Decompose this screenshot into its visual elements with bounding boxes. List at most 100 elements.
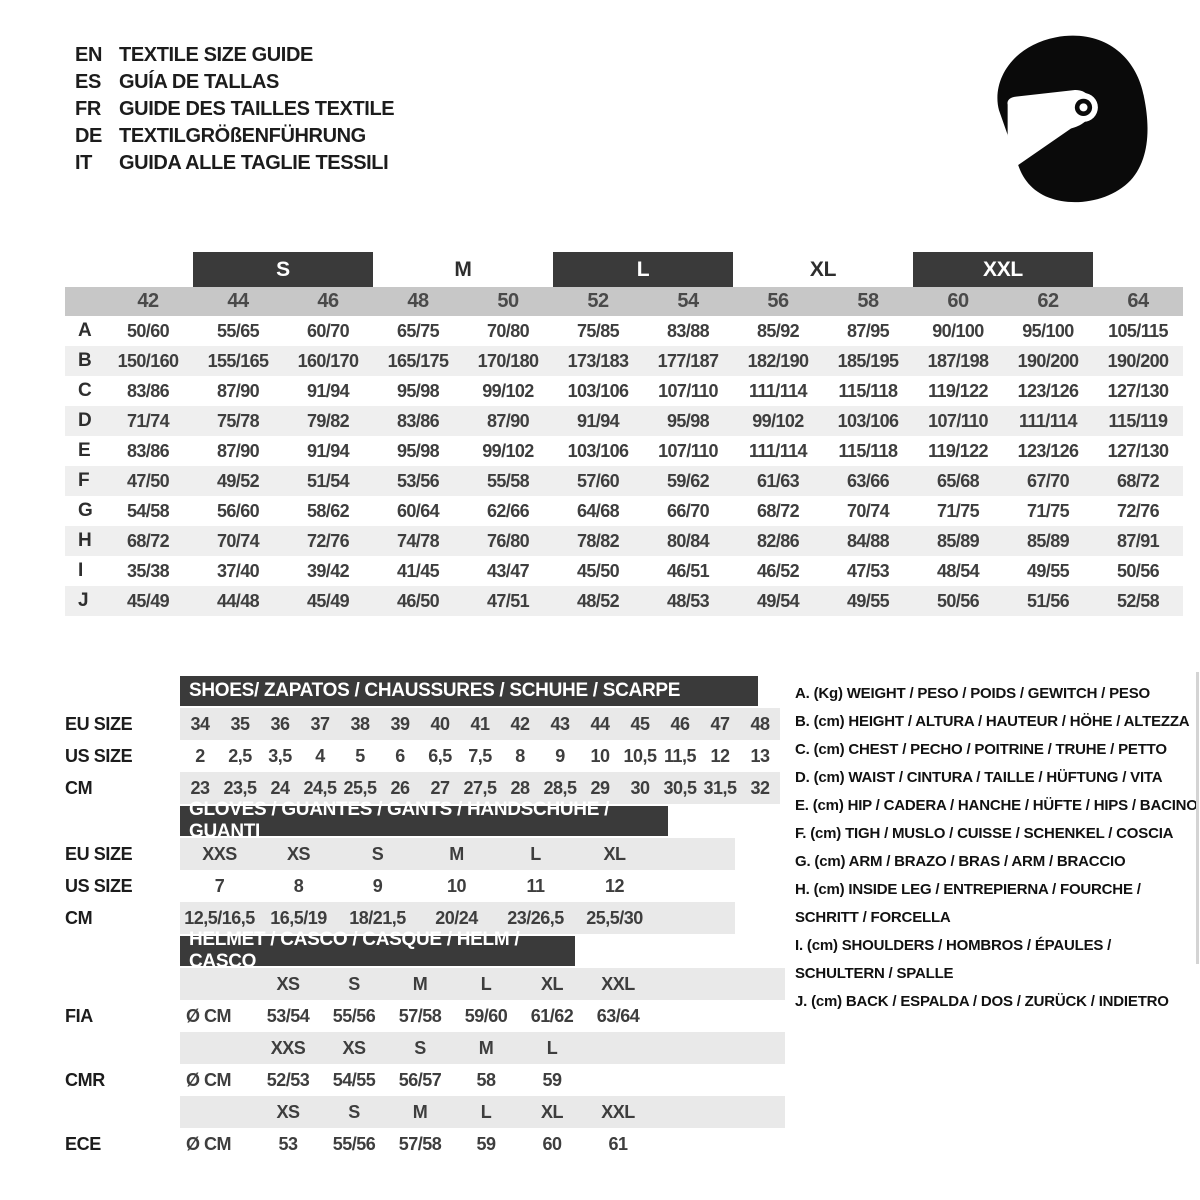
gloves-row-label: CM [65, 907, 93, 928]
size-value-cell: 49/55 [846, 590, 890, 611]
helmet-value-cell: 57/58 [398, 1133, 442, 1154]
gloves-row: US SIZE 7 8 9 10 11 12 [65, 870, 735, 902]
helmet-value-cell: 54/55 [332, 1069, 376, 1090]
gloves-table: GLOVES / GUANTES / GANTS / HANDSCHUHE / … [65, 799, 735, 934]
size-number-cell: 46 [317, 290, 339, 312]
legend-item: H. (cm) INSIDE LEG / ENTREPIERNA / FOURC… [795, 881, 1141, 926]
size-value-cell: 170/180 [477, 350, 539, 371]
helmet-value-cells: Ø CM 53 55/56 57/58 59 60 61 [180, 1128, 785, 1160]
helmet-value-cell: 58 [476, 1069, 496, 1090]
size-value-cell: 60/64 [396, 500, 440, 521]
size-value-cell: 85/89 [1026, 530, 1070, 551]
language-row: IT GUIDA ALLE TAGLIE TESSILI [75, 150, 394, 177]
helmet-value-cell: 59 [542, 1069, 562, 1090]
helmet-size-cells: XXS XS S M L [180, 1032, 785, 1064]
shoes-value-cell: 36 [270, 713, 290, 734]
size-value-cell: 182/190 [747, 350, 809, 371]
size-value-cell: 99/102 [482, 380, 534, 401]
shoes-value-cell: 12 [710, 745, 730, 766]
language-title: GUÍA DE TALLAS [119, 71, 279, 93]
helmet-size-cell: XS [276, 1101, 300, 1122]
shoes-value-cell: 9 [555, 745, 565, 766]
measurement-row-j: J 45/49 44/48 45/49 46/50 47/51 48/52 48/53 49/5… [65, 586, 1183, 616]
gloves-rows: EU SIZE XXS XS S M L XL US SIZE 7 8 9 10 11 12 CM 12,5/… [65, 838, 735, 934]
size-value-cell: 107/110 [658, 380, 718, 401]
gloves-row-label: US SIZE [65, 875, 133, 896]
shoes-row-label: US SIZE [65, 745, 133, 766]
helmet-size-cell: M [478, 1037, 494, 1058]
language-list: EN TEXTILE SIZE GUIDE ES GUÍA DE TALLAS FR GU… [75, 42, 395, 177]
shoes-value-cell: 31,5 [703, 777, 737, 798]
size-value-cell: 45/50 [576, 560, 620, 581]
size-value-cell: 105/115 [1108, 320, 1168, 341]
helmet-value-cell: 59/60 [464, 1005, 508, 1026]
size-number-cell: 58 [857, 290, 879, 312]
row-label: J [78, 590, 89, 611]
shoes-cells: 23 23,5 24 24,5 25,5 26 27 27,5 28 28,5 29 30 30,5 31… [180, 772, 780, 804]
row-label: D [78, 410, 92, 431]
size-value-cell: 95/98 [666, 410, 710, 431]
shoes-value-cell: 38 [350, 713, 370, 734]
helmet-unit-label: Ø CM [186, 1133, 232, 1154]
shoes-value-cell: 47 [710, 713, 730, 734]
size-value-cell: 83/86 [126, 380, 170, 401]
gloves-value-cell: L [530, 843, 541, 864]
size-value-cell: 46/51 [666, 560, 710, 581]
language-row: FR GUIDE DES TAILLES TEXTILE [75, 96, 395, 123]
size-value-cell: 103/106 [567, 380, 629, 401]
shoes-value-cell: 6,5 [428, 745, 452, 766]
gloves-cells: XXS XS S M L XL [180, 838, 735, 870]
shoes-rows: EU SIZE 34 35 36 37 38 39 40 41 42 43 44 45 46 47 48 US … [65, 708, 780, 804]
language-title: GUIDA ALLE TAGLIE TESSILI [119, 152, 389, 174]
legend-item: E. (cm) HIP / CADERA / HANCHE / HÜFTE / … [795, 797, 1198, 814]
textile-size-table: S M L XL XXL 42 44 46 48 50 52 54 56 58 60 62 64 A 50/60… [65, 252, 1183, 616]
gloves-row: CM 12,5/16,5 16,5/19 18/21,5 20/24 23/26,5 25,… [65, 902, 735, 934]
size-value-cell: 76/80 [486, 530, 530, 551]
size-rows: A 50/60 55/65 60/70 65/75 70/80 75/85 83/88 85/9… [65, 316, 1183, 616]
helmet-size-cell: S [414, 1037, 426, 1058]
row-label: I [78, 560, 83, 581]
helmet-size-cell: XXS [270, 1037, 306, 1058]
shoes-value-cell: 39 [390, 713, 410, 734]
helmet-size-cell: XL [540, 1101, 564, 1122]
helmet-value-cell: 53/54 [266, 1005, 310, 1026]
language-code: FR [75, 98, 101, 120]
gloves-value-cell: 18/21,5 [349, 907, 406, 928]
shoes-value-cell: 10,5 [623, 745, 657, 766]
measurement-row-f: F 47/50 49/52 51/54 53/56 55/58 57/60 59/62 61/6… [65, 466, 1183, 496]
size-number-cell: 62 [1037, 290, 1059, 312]
shoes-row-label: EU SIZE [65, 713, 133, 734]
measurement-row-b: B 150/160 155/165 160/170 165/175 170/180 173/… [65, 346, 1183, 376]
shoes-value-cell: 13 [750, 745, 770, 766]
shoes-value-cell: 32 [750, 777, 770, 798]
gloves-value-cell: 12 [604, 875, 625, 896]
shoes-value-cell: 41 [470, 713, 490, 734]
helmet-value-cell: 57/58 [398, 1005, 442, 1026]
language-title: GUIDE DES TAILLES TEXTILE [119, 98, 395, 120]
language-code: ES [75, 71, 101, 93]
helmet-value-cell: 63/64 [596, 1005, 640, 1026]
size-value-cell: 83/86 [126, 440, 170, 461]
size-value-cell: 155/165 [207, 350, 269, 371]
helmet-size-row-spacer [65, 968, 180, 1000]
size-number-cell: 60 [947, 290, 969, 312]
size-value-cell: 45/49 [126, 590, 170, 611]
measurement-row-h: H 68/72 70/74 72/76 74/78 76/80 78/82 80/84 82/8… [65, 526, 1183, 556]
size-value-cell: 71/75 [936, 500, 980, 521]
gloves-value-cell: 11 [526, 875, 545, 896]
measurement-row-i: I 35/38 37/40 39/42 41/45 43/47 45/50 46/51 46/5… [65, 556, 1183, 586]
size-group-xxl: XXL [913, 252, 1093, 287]
language-row: EN TEXTILE SIZE GUIDE [75, 42, 394, 69]
shoes-value-cell: 11,5 [663, 745, 697, 766]
row-label: E [78, 440, 91, 461]
shoes-value-cell: 34 [190, 713, 210, 734]
size-value-cell: 85/92 [756, 320, 800, 341]
size-value-cell: 67/70 [1026, 470, 1070, 491]
size-value-cell: 107/110 [928, 410, 988, 431]
helmet-size-cell: XXL [601, 1101, 635, 1122]
gloves-row: EU SIZE XXS XS S M L XL [65, 838, 735, 870]
gloves-value-cell: 25,5/30 [586, 907, 643, 928]
gloves-value-cell: M [449, 843, 464, 864]
size-value-cell: 185/195 [837, 350, 899, 371]
